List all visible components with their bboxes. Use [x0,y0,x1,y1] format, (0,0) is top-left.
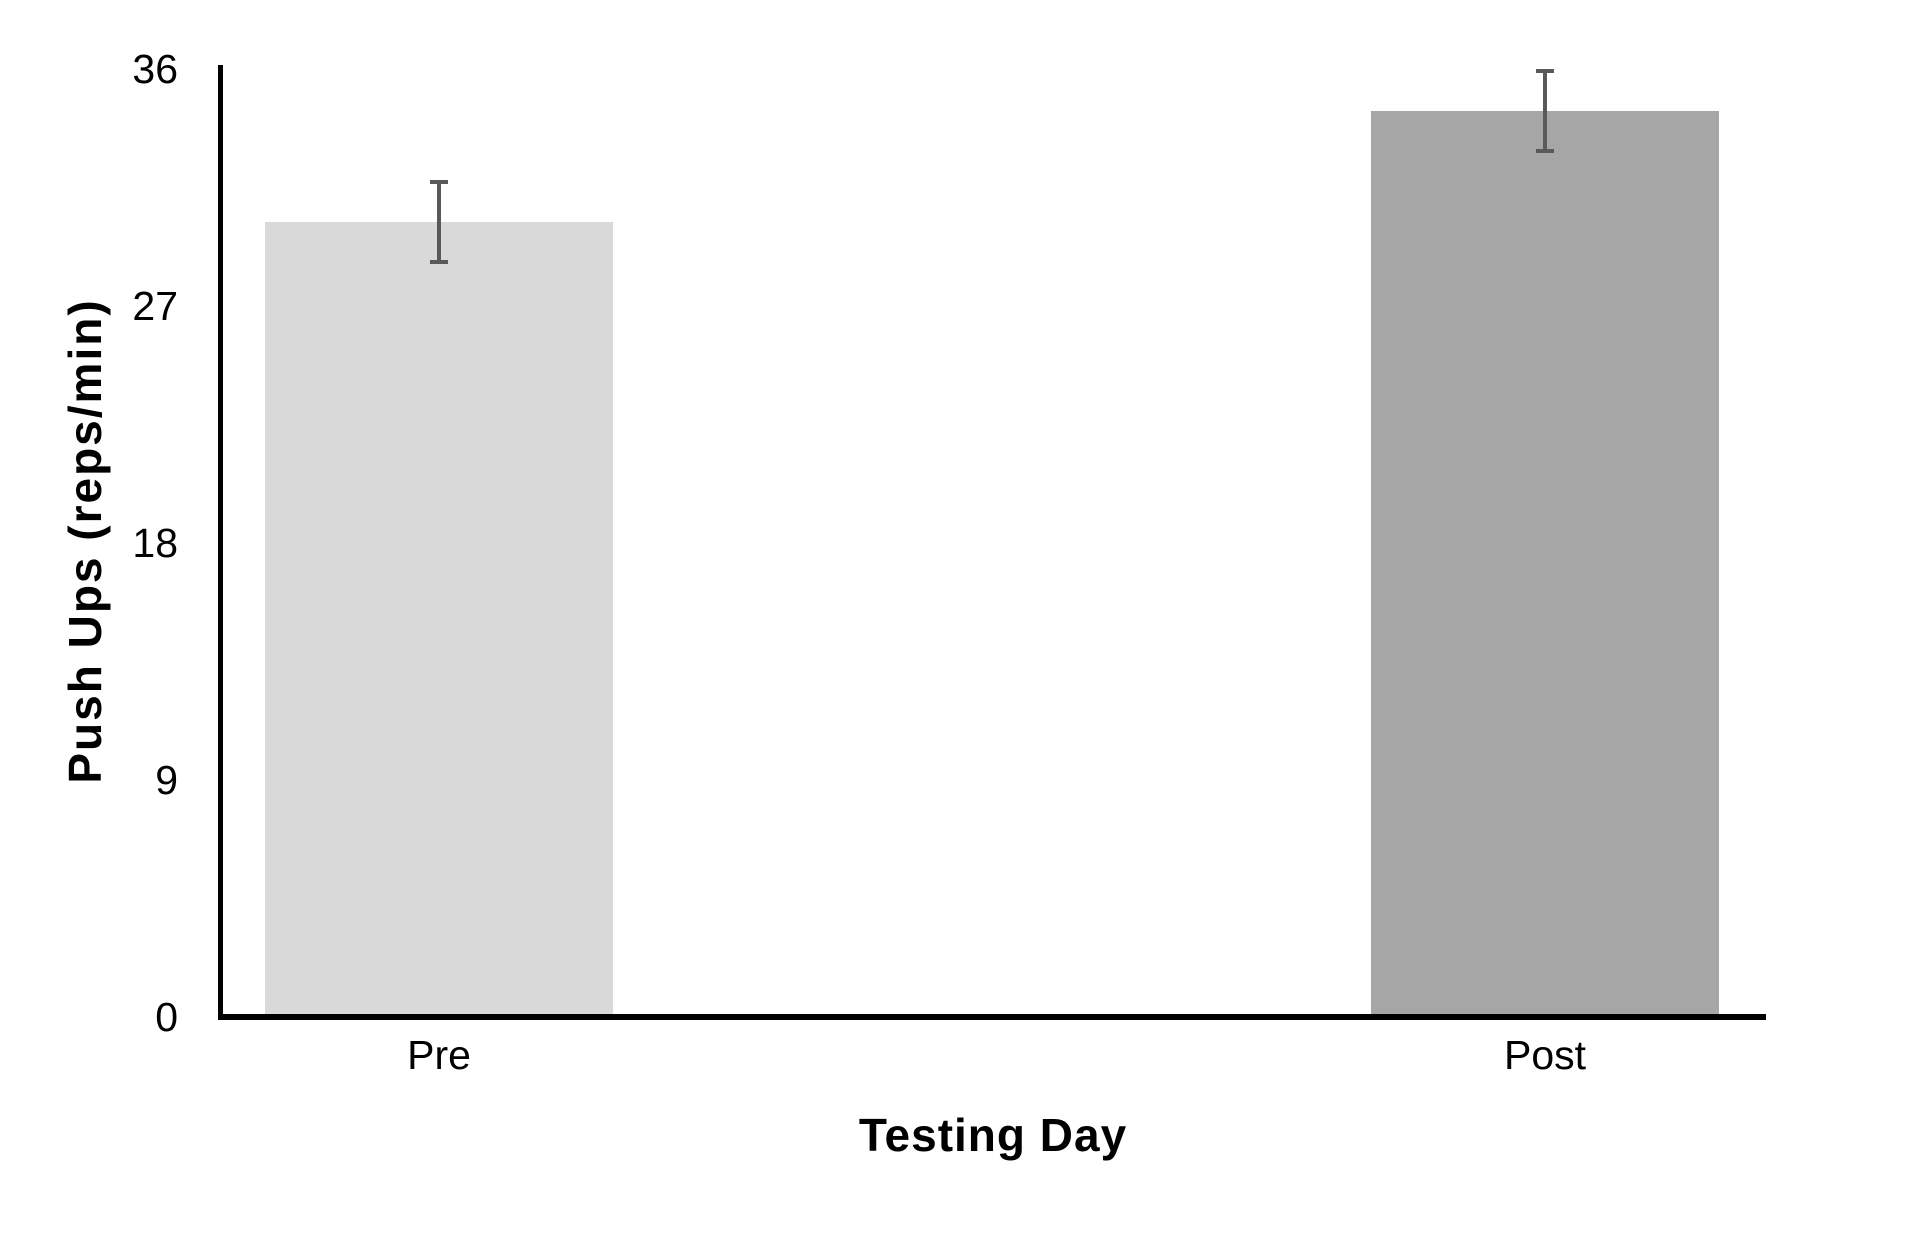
error-bar-post-cap-bottom [1536,149,1554,154]
y-tick-label-36: 36 [132,46,178,92]
y-tick-label-27: 27 [132,283,178,329]
bar-post [1371,111,1719,1017]
error-bar-post-cap-top [1536,69,1554,73]
error-bar-pre-cap-bottom [430,259,448,264]
y-axis-line [218,65,223,1017]
y-tick-label-0: 0 [155,994,178,1040]
y-tick-label-9: 9 [155,757,178,803]
error-bar-pre-line [437,179,441,264]
y-tick-label-18: 18 [132,520,178,566]
x-axis-title: Testing Day [858,1109,1128,1161]
error-bar-post-line [1543,69,1547,154]
bar-pre [265,221,613,1017]
x-tick-label-post: Post [1503,1032,1587,1078]
error-bar-pre-cap-top [430,179,448,184]
x-axis-line [218,1014,1766,1020]
x-tick-label-pre: Pre [407,1032,471,1078]
